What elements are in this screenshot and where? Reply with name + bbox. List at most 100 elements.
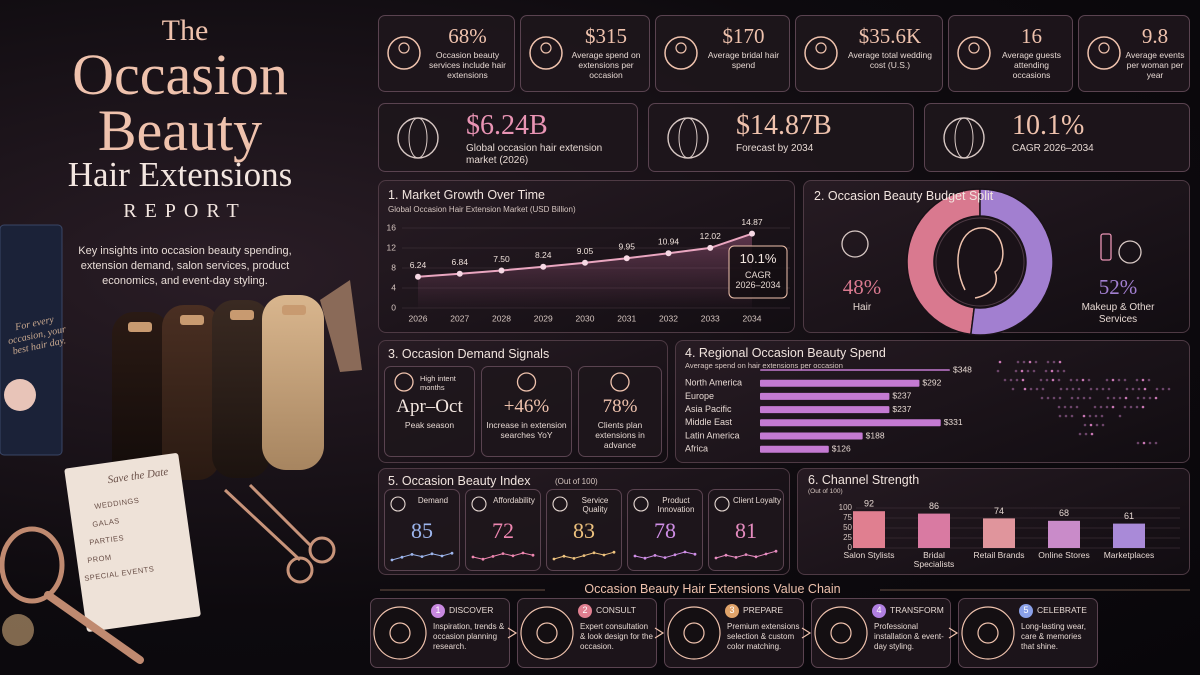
data-label: 6.84 <box>451 257 468 267</box>
data-label: 8.24 <box>535 250 552 260</box>
map-dot <box>1065 387 1069 391</box>
woman-icon <box>957 227 1004 299</box>
donut-value: 52% <box>1098 275 1138 299</box>
step-icon-inner <box>536 622 558 644</box>
sparkline-dot <box>511 554 515 558</box>
donut-segment <box>906 188 981 336</box>
sparkline-dot <box>764 552 768 556</box>
map-dot <box>1105 405 1109 409</box>
x-tick-label: 2030 <box>576 313 595 323</box>
y-tick-label: 50 <box>843 523 852 532</box>
step-text: Premium extensions selection & custom co… <box>727 622 800 651</box>
sparkline-dot <box>744 553 748 556</box>
x-tick-label: 2027 <box>450 313 469 323</box>
hair-icon <box>841 230 869 258</box>
sparkline-dot <box>430 552 434 556</box>
step-badge <box>431 604 445 618</box>
sparkline-dot <box>400 555 404 559</box>
step-text: Long-lasting wear, care & memories that … <box>1021 622 1086 651</box>
step-text: Professional installation & event-day st… <box>874 622 944 651</box>
rose <box>4 379 36 411</box>
data-label: 9.95 <box>618 242 635 252</box>
map-dot <box>1125 387 1129 391</box>
map-dot <box>1084 432 1088 436</box>
map-dot <box>1101 387 1105 391</box>
stat-value: $6.24B <box>466 110 548 141</box>
step-arrow <box>507 627 518 639</box>
kpi-icon <box>804 36 838 70</box>
data-label: $237 <box>892 404 911 414</box>
index-value: 83 <box>573 518 595 543</box>
map-dot <box>1142 441 1146 445</box>
bar <box>1113 523 1145 548</box>
kpi-icon-dot <box>398 42 410 54</box>
demand-value: +46% <box>503 396 550 417</box>
demand-icon <box>394 372 414 392</box>
sparkline-dot <box>562 554 566 558</box>
title-line: Occasion <box>72 42 288 107</box>
map-dot <box>1015 378 1019 382</box>
chart-subtitle: (Out of 100) <box>808 488 843 495</box>
bar <box>918 513 950 548</box>
index-icon <box>552 496 568 512</box>
step-icon <box>520 606 574 660</box>
chart-title: 2. Occasion Beauty Budget Split <box>814 189 994 203</box>
map-dot <box>1154 441 1158 445</box>
sparkline-dot <box>410 553 414 556</box>
y-tick-label: 4 <box>391 282 396 292</box>
bar <box>853 511 885 548</box>
kpi-label: Occasion beauty services include hair ex… <box>428 50 506 80</box>
x-tick-label: Salon Stylists <box>843 550 895 560</box>
kpi-card <box>1078 15 1190 92</box>
map-dot <box>1095 387 1099 391</box>
sparkline-dot <box>582 554 586 557</box>
donut-label: Hair <box>852 302 872 313</box>
map-dot <box>1111 378 1115 382</box>
step-number: 1 <box>435 605 441 615</box>
map-dot <box>1123 378 1127 382</box>
category-label: Middle East <box>685 417 733 427</box>
donut-segment <box>970 188 1054 336</box>
stat-card <box>924 103 1190 172</box>
category-label: North America <box>685 378 742 388</box>
step-number: 2 <box>582 605 588 615</box>
data-label: 14.87 <box>741 217 763 227</box>
chart-title: 1. Market Growth Over Time <box>388 188 545 202</box>
map-dot <box>1064 414 1068 418</box>
sparkline-dot <box>531 553 535 557</box>
hair-bundles <box>112 295 324 482</box>
kpi-icon-dot <box>540 42 552 54</box>
map-dot <box>1094 414 1098 418</box>
stat-value: $14.87B <box>736 110 832 141</box>
x-tick-label: 2029 <box>534 313 553 323</box>
data-label: $237 <box>892 391 911 401</box>
annotation-label: CAGR 2026–2034 <box>735 270 781 291</box>
sparkline-dot <box>724 553 728 557</box>
category-label: Africa <box>685 444 708 454</box>
x-tick-label: 2028 <box>492 313 511 323</box>
stat-icon <box>408 117 428 159</box>
bar <box>760 406 890 414</box>
category-label: Latin America <box>685 430 740 440</box>
bundle-clip <box>128 322 152 332</box>
compact-icon <box>1118 240 1142 264</box>
stat-label: Global occasion hair extension market (2… <box>466 143 603 166</box>
map-dot <box>1063 405 1067 409</box>
bundle-clip <box>282 305 306 315</box>
annotation-box <box>728 245 788 299</box>
map-dot <box>1046 360 1050 364</box>
x-tick-label: 2032 <box>659 313 678 323</box>
kpi-value: $170 <box>722 24 765 48</box>
step-icon <box>961 606 1015 660</box>
demand-card <box>481 366 572 457</box>
map-dot <box>1106 396 1110 400</box>
index-icon <box>390 496 406 512</box>
map-dot <box>1077 387 1081 391</box>
sparkline-dot <box>390 558 394 562</box>
kpi-icon-dot <box>968 42 980 54</box>
demand-label: Peak season <box>404 420 455 430</box>
map-dot <box>1044 369 1048 373</box>
map-dot <box>1100 414 1104 418</box>
map-dot <box>1142 396 1146 400</box>
